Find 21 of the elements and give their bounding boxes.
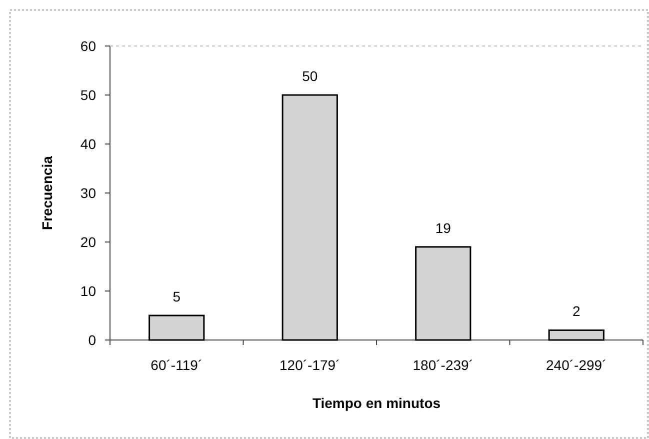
x-axis-title: Tiempo en minutos (312, 395, 441, 411)
y-tick-label: 20 (80, 234, 96, 250)
y-tick-label: 60 (80, 38, 96, 54)
y-tick-label: 0 (88, 332, 96, 348)
bar (148, 314, 205, 341)
y-tick-label: 40 (80, 136, 96, 152)
y-tick-label: 30 (80, 184, 96, 201)
data-label: 50 (302, 68, 318, 84)
bar (415, 246, 472, 341)
data-label: 2 (572, 303, 580, 320)
x-tick-label: 240´-299´ (546, 357, 607, 373)
bar (548, 329, 604, 341)
x-tick-label: 120´-179´ (280, 357, 340, 373)
data-label: 19 (435, 220, 452, 236)
x-tick-label: 60´-119´ (150, 357, 203, 373)
y-tick-label: 10 (80, 282, 96, 299)
data-label: 5 (172, 288, 181, 304)
y-axis-title: Frecuencia (39, 156, 55, 230)
bar (282, 94, 338, 341)
y-tick-label: 50 (80, 86, 96, 103)
x-tick-label: 180´-239´ (412, 357, 474, 373)
